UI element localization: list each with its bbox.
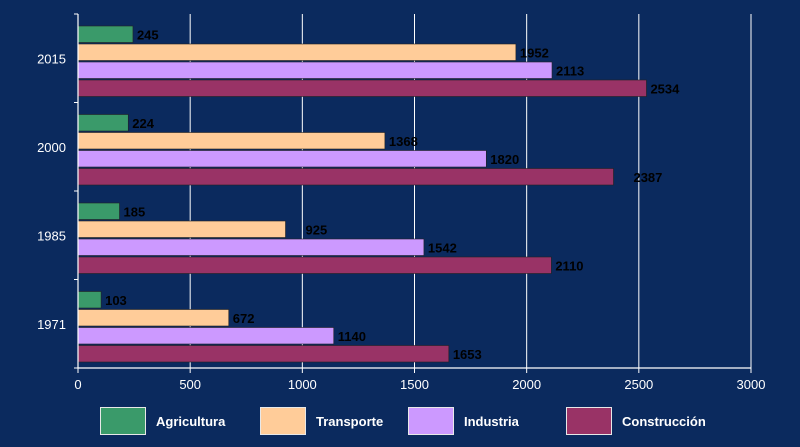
y-tick-label-1971: 1971 (37, 317, 66, 332)
data-label-industria-1985: 1542 (428, 240, 457, 255)
legend-swatch-agricultura (100, 407, 146, 435)
data-label-construccion-2000: 2387 (633, 170, 662, 185)
data-label-transporte-1971: 672 (233, 311, 255, 326)
y-tick-label-1985: 1985 (37, 228, 66, 243)
bar-construccion-1985 (77, 256, 552, 274)
legend-label-agricultura: Agricultura (156, 413, 226, 429)
bar-industria-1971 (77, 327, 335, 345)
x-tick-label-3000: 3000 (737, 377, 766, 392)
data-label-industria-1971: 1140 (338, 329, 366, 344)
data-label-transporte-1985: 925 (306, 222, 328, 237)
legend-swatch-transporte (260, 407, 306, 435)
bar-construccion-2015 (77, 79, 647, 97)
data-label-agricultura-2000: 224 (132, 116, 154, 131)
bar-industria-2000 (77, 150, 487, 168)
data-label-industria-2015: 2113 (556, 63, 584, 78)
bar-industria-1985 (77, 238, 425, 256)
data-label-construccion-2015: 2534 (650, 81, 680, 96)
bar-transporte-1971 (77, 309, 230, 327)
legend-item-agricultura: Agricultura (100, 406, 225, 436)
bar-agricultura-1971 (77, 291, 102, 309)
legend-swatch-construccion (566, 407, 612, 435)
legend-item-construccion: Construcción (566, 406, 706, 436)
y-tick-label-2015: 2015 (37, 51, 66, 66)
legend-item-transporte: Transporte (260, 406, 383, 436)
x-tick-label-2500: 2500 (624, 377, 653, 392)
chart-legend: Agricultura Transporte Industria Constru… (100, 406, 790, 436)
bar-construccion-2000 (77, 168, 614, 186)
data-label-construccion-1971: 1653 (453, 347, 482, 362)
bar-agricultura-2000 (77, 114, 129, 132)
bar-industria-2015 (77, 61, 553, 79)
x-tick-label-0: 0 (74, 377, 81, 392)
bar-transporte-1985 (77, 220, 286, 238)
bar-transporte-2015 (77, 43, 517, 61)
data-label-industria-2000: 1820 (490, 152, 519, 167)
data-label-agricultura-1985: 185 (124, 204, 146, 219)
x-tick-label-2000: 2000 (512, 377, 541, 392)
bar-transporte-2000 (77, 132, 386, 150)
legend-label-industria: Industria (464, 413, 519, 429)
data-label-transporte-2015: 1952 (520, 45, 549, 60)
bar-construccion-1971 (77, 345, 450, 363)
legend-item-industria: Industria (408, 406, 519, 436)
x-tick-label-500: 500 (179, 377, 201, 392)
bar-agricultura-1985 (77, 202, 120, 220)
legend-swatch-industria (408, 407, 454, 435)
data-label-agricultura-2015: 245 (137, 27, 159, 42)
legend-label-construccion: Construcción (622, 413, 706, 429)
bar-agricultura-2015 (77, 25, 134, 43)
data-label-construccion-1985: 2110 (555, 258, 583, 273)
data-label-agricultura-1971: 103 (105, 293, 127, 308)
y-tick-label-2000: 2000 (37, 140, 66, 155)
x-tick-label-1500: 1500 (400, 377, 429, 392)
legend-label-transporte: Transporte (316, 413, 384, 429)
x-tick-label-1000: 1000 (288, 377, 317, 392)
data-label-transporte-2000: 1368 (389, 134, 418, 149)
